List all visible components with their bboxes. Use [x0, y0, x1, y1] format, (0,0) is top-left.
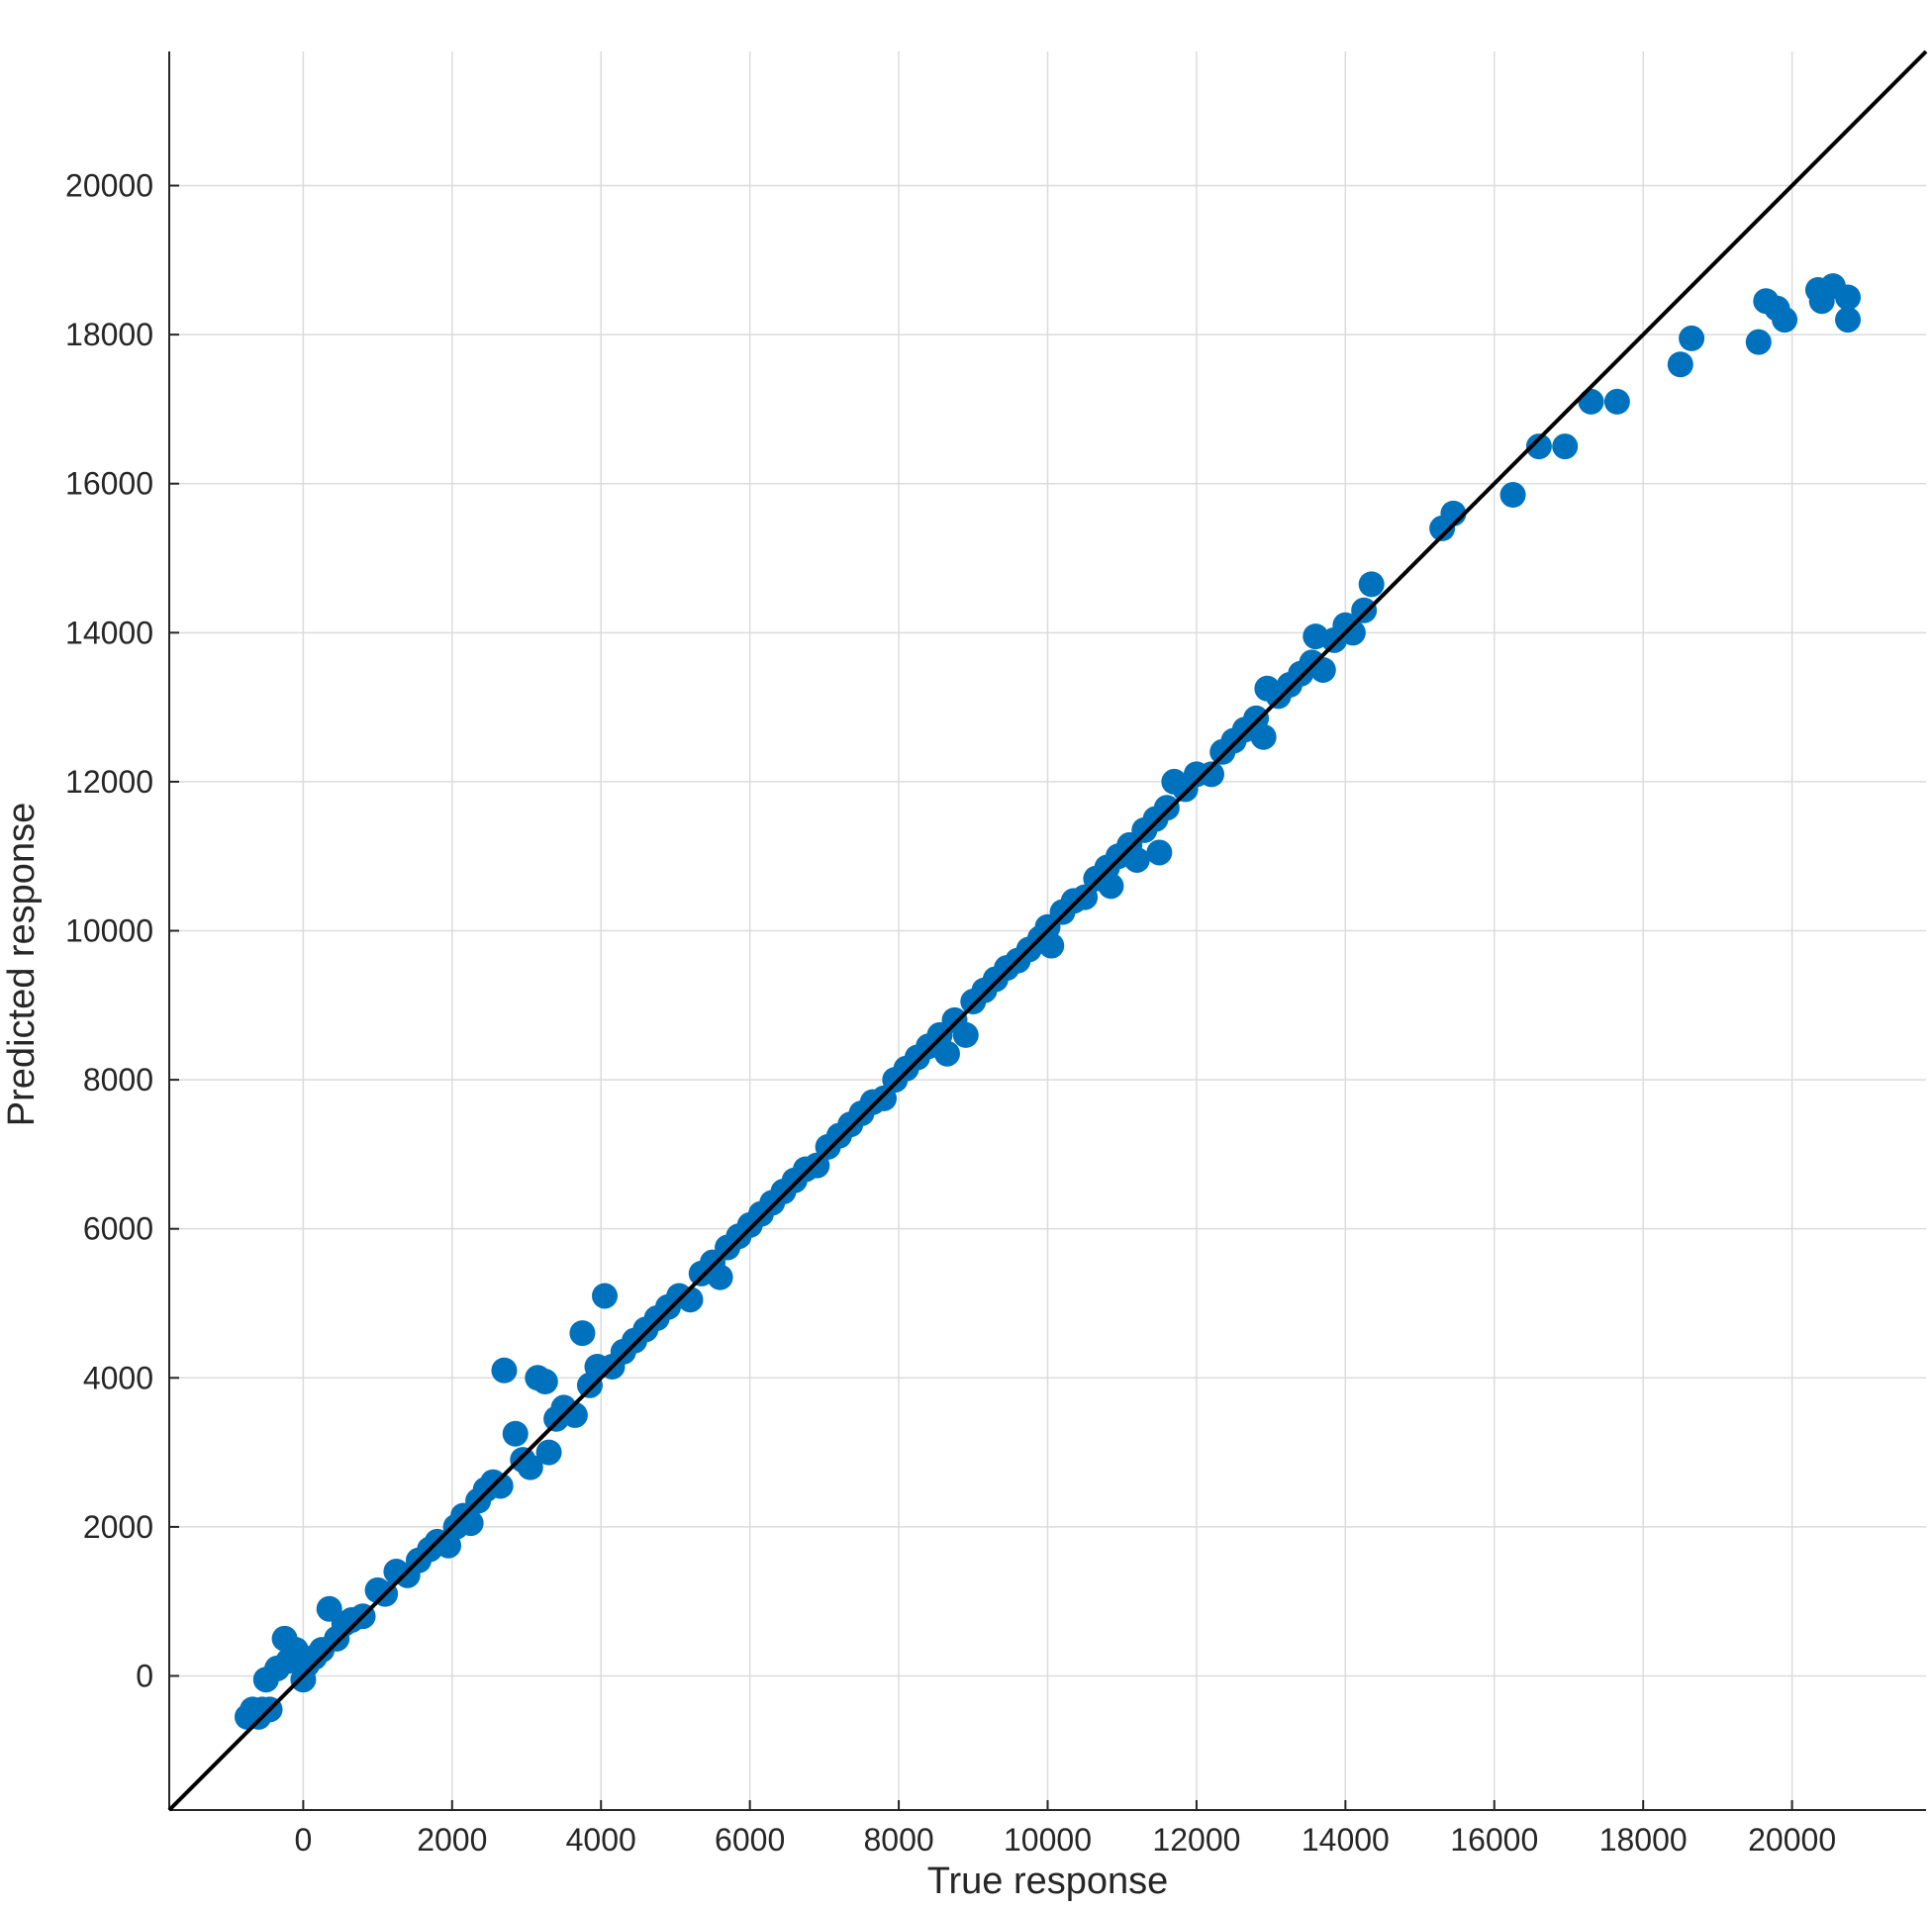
y-tick-label: 8000 [83, 1062, 153, 1098]
grid-lines [169, 51, 1926, 1810]
data-point [517, 1454, 543, 1480]
data-point [1835, 284, 1862, 311]
data-point [1772, 307, 1798, 334]
x-tick-label: 10000 [1004, 1822, 1092, 1858]
data-point [487, 1473, 514, 1499]
x-axis-title: True response [927, 1861, 1169, 1902]
data-point [502, 1420, 529, 1447]
data-point [1603, 388, 1630, 415]
y-tick-label: 12000 [65, 764, 153, 800]
data-point [491, 1357, 518, 1384]
data-point [1525, 433, 1552, 460]
data-point [1309, 656, 1336, 683]
x-tick-label: 2000 [417, 1822, 487, 1858]
data-point [591, 1283, 618, 1309]
y-tick-label: 10000 [65, 913, 153, 949]
y-tick-label: 0 [136, 1658, 153, 1693]
data-point [1339, 620, 1366, 646]
data-point [1351, 597, 1378, 623]
reference-line [167, 49, 1928, 1812]
data-point [952, 1021, 979, 1048]
y-tick-label: 2000 [83, 1509, 153, 1545]
x-tick-label: 18000 [1599, 1822, 1688, 1858]
x-tick-label: 16000 [1450, 1822, 1538, 1858]
y-tick-label: 20000 [65, 168, 153, 204]
x-tick-label: 0 [294, 1822, 312, 1858]
data-point [1499, 482, 1526, 509]
data-point [569, 1320, 596, 1347]
data-point [1072, 884, 1099, 910]
y-tick-label: 4000 [83, 1360, 153, 1395]
data-point [933, 1040, 960, 1067]
data-point [804, 1152, 830, 1179]
x-tick-label: 8000 [863, 1822, 933, 1858]
data-point [1835, 307, 1862, 334]
data-point [535, 1439, 562, 1466]
data-point [1198, 761, 1224, 788]
x-tick-label: 12000 [1152, 1822, 1240, 1858]
y-axis-title: Predicted response [1, 803, 43, 1126]
x-tick-label: 14000 [1302, 1822, 1390, 1858]
data-point [1745, 329, 1772, 355]
data-point [1552, 433, 1579, 460]
data-point [1358, 571, 1385, 598]
x-tick-label: 4000 [566, 1822, 636, 1858]
x-tick-label: 20000 [1748, 1822, 1836, 1858]
data-point [1153, 795, 1180, 821]
data-point [457, 1510, 484, 1537]
data-point [1578, 388, 1604, 415]
data-point [1098, 873, 1124, 900]
data-point [1250, 723, 1277, 750]
y-axis-ticks: 0 2000 4000 6000 8000 10000 12000 14000 16000 180… [65, 168, 179, 1693]
data-point [1146, 839, 1173, 866]
data-point [1038, 932, 1065, 959]
y-tick-label: 6000 [83, 1211, 153, 1247]
data-point [1123, 846, 1150, 873]
data-point [1679, 325, 1705, 351]
x-axis-ticks: 0 2000 4000 6000 8000 10000 12000 14000 16000 180… [294, 1800, 1836, 1858]
data-point [871, 1085, 898, 1111]
data-points [234, 273, 1862, 1730]
data-point [1667, 351, 1693, 378]
x-tick-label: 6000 [715, 1822, 785, 1858]
data-point [531, 1369, 558, 1395]
y-tick-label: 16000 [65, 466, 153, 502]
y-tick-label: 18000 [65, 317, 153, 352]
y-tick-label: 14000 [65, 615, 153, 650]
data-point [707, 1264, 733, 1290]
